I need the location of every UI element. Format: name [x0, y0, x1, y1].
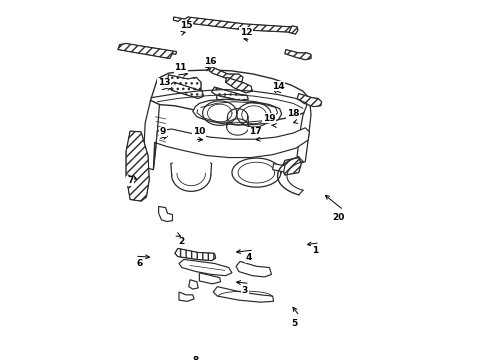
Polygon shape — [199, 273, 220, 284]
Text: 2: 2 — [179, 237, 185, 246]
Text: 13: 13 — [158, 78, 171, 87]
Text: 5: 5 — [292, 319, 298, 328]
Polygon shape — [153, 128, 309, 170]
Polygon shape — [159, 206, 172, 221]
Text: 11: 11 — [174, 63, 187, 72]
Polygon shape — [179, 292, 194, 301]
Text: 19: 19 — [263, 113, 276, 122]
Polygon shape — [285, 50, 311, 60]
Polygon shape — [175, 248, 216, 261]
Text: 3: 3 — [242, 286, 248, 295]
Polygon shape — [118, 44, 176, 59]
Polygon shape — [126, 131, 149, 201]
Text: 10: 10 — [193, 127, 206, 136]
Text: 4: 4 — [246, 253, 252, 262]
Text: 8: 8 — [193, 356, 199, 360]
Text: 17: 17 — [249, 127, 262, 136]
Polygon shape — [217, 95, 250, 109]
Text: 7: 7 — [127, 176, 133, 185]
Polygon shape — [273, 164, 285, 172]
Polygon shape — [289, 26, 298, 34]
Polygon shape — [213, 287, 273, 302]
Polygon shape — [236, 261, 271, 277]
Polygon shape — [168, 75, 201, 92]
Polygon shape — [193, 99, 282, 125]
Polygon shape — [297, 99, 311, 164]
Text: 14: 14 — [272, 82, 285, 91]
Polygon shape — [150, 70, 310, 121]
Text: 15: 15 — [180, 22, 192, 31]
Text: 18: 18 — [287, 109, 299, 118]
Text: 9: 9 — [160, 127, 166, 136]
Polygon shape — [189, 280, 198, 289]
Polygon shape — [282, 158, 301, 175]
Polygon shape — [225, 77, 252, 93]
Text: 20: 20 — [333, 213, 345, 222]
Polygon shape — [179, 260, 232, 276]
Text: 6: 6 — [137, 259, 143, 268]
Polygon shape — [173, 17, 297, 32]
Polygon shape — [209, 67, 243, 82]
Polygon shape — [212, 87, 248, 100]
Polygon shape — [297, 94, 321, 107]
Text: 1: 1 — [312, 246, 318, 255]
Polygon shape — [169, 82, 203, 99]
Text: 16: 16 — [204, 57, 217, 66]
Polygon shape — [144, 100, 159, 170]
Text: 12: 12 — [240, 28, 252, 37]
